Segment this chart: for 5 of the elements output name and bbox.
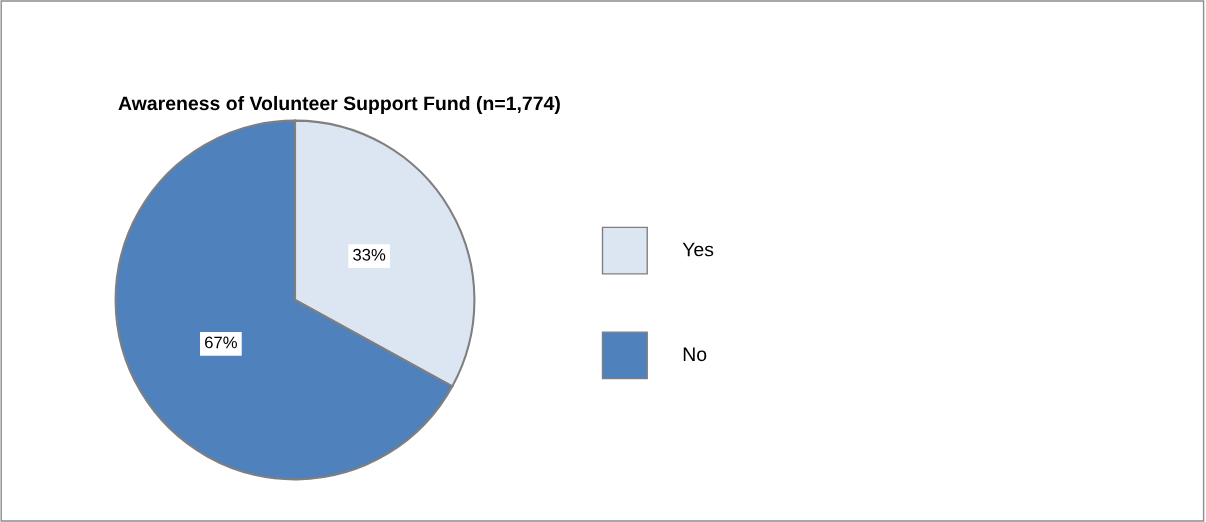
data-label: 33% xyxy=(353,248,386,261)
data-label: 67% xyxy=(205,336,237,349)
legend-label: Yes xyxy=(682,242,714,257)
legend-label: No xyxy=(683,347,707,362)
chart-title: Awareness of Volunteer Support Fund (n=1,774) xyxy=(118,95,560,115)
